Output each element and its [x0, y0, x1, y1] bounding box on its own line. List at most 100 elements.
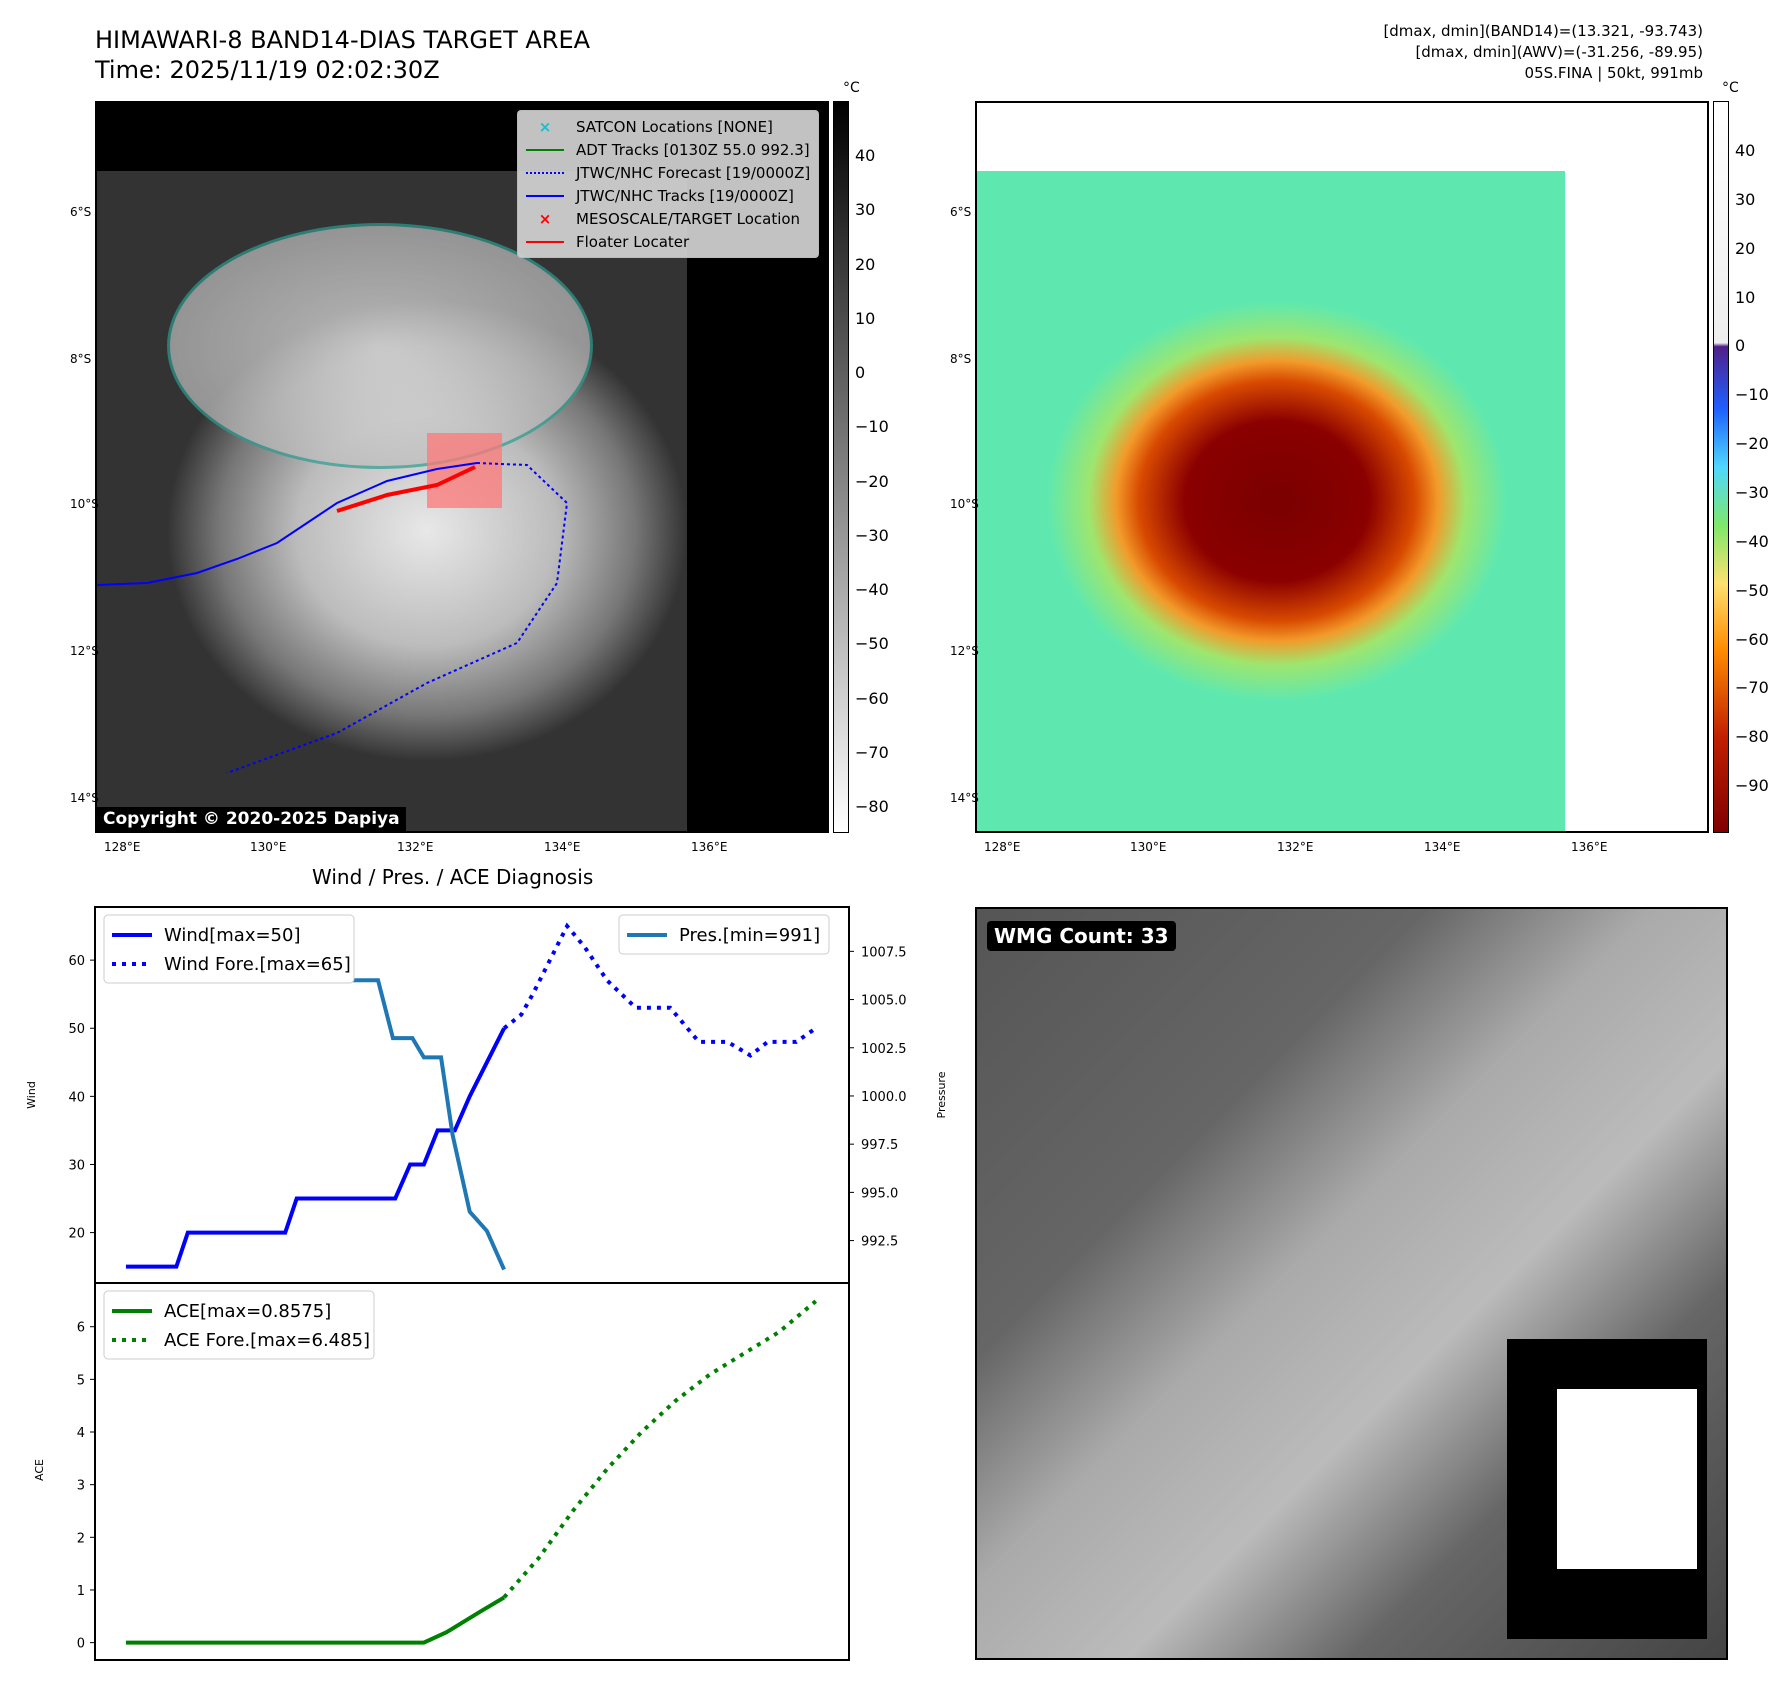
wind-y-tick-label: 40: [68, 1090, 85, 1105]
jtwc-track-line: [97, 462, 478, 586]
wind-line: [125, 1027, 506, 1269]
awv-imagery: [977, 171, 1565, 831]
left-cbar-tick: 30: [855, 200, 876, 220]
lat-tick: 14°S: [950, 791, 979, 805]
lat-tick: 14°S: [70, 791, 99, 805]
lon-tick: 128°E: [984, 840, 1021, 854]
left-cbar-tick: −80: [855, 797, 889, 816]
right-cbar-unit: °C: [1722, 80, 1739, 96]
right-cbar-tick: −60: [1735, 629, 1769, 649]
lat-tick: 10°S: [950, 497, 979, 511]
right-cbar-tick: 30: [1735, 189, 1756, 209]
pressure-y-tick-label: 1005.0: [861, 994, 907, 1009]
left-cbar-tick: 20: [855, 254, 876, 274]
copyright: Copyright © 2020-2025 Dapiya: [97, 807, 406, 831]
wind-legend: [103, 914, 355, 984]
pressure-y-tick-label: 997.5: [861, 1138, 898, 1153]
right-cbar-tick: −80: [1735, 727, 1769, 747]
ace-panel-frame: [94, 1282, 850, 1661]
lat-tick: 6°S: [950, 205, 972, 219]
ace-y-tick-label: 0: [77, 1637, 85, 1652]
right-cbar-tick: −30: [1735, 482, 1769, 502]
lon-tick: 128°E: [104, 840, 141, 854]
right-cbar-tick: −90: [1735, 776, 1769, 796]
right-cbar-tick: −40: [1735, 531, 1769, 551]
pressure-y-tick-label: 1002.5: [861, 1042, 907, 1057]
lat-tick: 8°S: [950, 352, 972, 366]
lon-tick: 130°E: [1130, 840, 1167, 854]
legend-satcon: × SATCON Locations [NONE]: [538, 117, 773, 136]
pressure-legend-label: Pres.[min=991]: [679, 925, 820, 946]
right-cbar-tick: 40: [1735, 141, 1756, 160]
wmg-panel: WMG Count: 33: [975, 907, 1728, 1660]
wmg-count: WMG Count: 33: [987, 921, 1176, 951]
lat-tick: 8°S: [70, 352, 92, 366]
wind-y-tick-label: 20: [68, 1227, 85, 1242]
lat-tick: 12°S: [950, 644, 979, 658]
ace-legend: [103, 1290, 375, 1360]
legend-floater: Floater Locater: [526, 230, 810, 253]
diagnosis-title: Wind / Pres. / ACE Diagnosis: [312, 865, 594, 889]
right-cbar-tick: −70: [1735, 678, 1769, 698]
lon-tick: 134°E: [1424, 840, 1461, 854]
pressure-legend: [618, 914, 830, 955]
right-colorbar: [1713, 101, 1729, 833]
pressure-y-tick-label: 995.0: [861, 1186, 898, 1201]
left-cbar-tick: −70: [855, 742, 889, 762]
pressure-y-tick-label: 1000.0: [861, 1090, 907, 1105]
info-band14: [dmax, dmin](BAND14)=(13.321, -93.743): [1383, 22, 1703, 40]
lat-tick: 12°S: [70, 644, 99, 658]
right-cbar-tick: 0: [1735, 336, 1746, 356]
right-cbar-tick: −20: [1735, 434, 1769, 454]
wind-y-tick-label: 50: [68, 1022, 85, 1037]
left-cbar-tick: 10: [855, 308, 876, 328]
cloud-contour: [167, 223, 593, 469]
legend-target: × MESOSCALE/TARGET Location: [538, 209, 801, 228]
figure-time: Time: 2025/11/19 02:02:30Z: [95, 56, 440, 84]
lon-tick: 130°E: [250, 840, 287, 854]
lon-tick: 132°E: [1277, 840, 1314, 854]
lon-tick: 132°E: [397, 840, 434, 854]
left-cbar-unit: °C: [843, 80, 860, 96]
left-cbar-tick: 40: [855, 146, 876, 165]
left-cbar-tick: 0: [855, 363, 866, 382]
info-awv: [dmax, dmin](AWV)=(-31.256, -89.95): [1415, 43, 1703, 61]
ace-y-tick-label: 6: [77, 1321, 85, 1336]
pressure-y-tick-label: 992.5: [861, 1235, 898, 1250]
left-cbar-tick: −20: [855, 471, 889, 491]
info-storm: 05S.FINA | 50kt, 991mb: [1524, 64, 1703, 82]
ace-y-tick-label: 1: [77, 1584, 85, 1599]
left-cbar-tick: −10: [855, 417, 889, 437]
figure-title: HIMAWARI-8 BAND14-DIAS TARGET AREA: [95, 26, 591, 54]
right-cbar-tick: 20: [1735, 238, 1756, 258]
right-cbar-tick: 10: [1735, 287, 1756, 307]
left-colorbar: [833, 101, 849, 833]
lat-tick: 10°S: [70, 497, 99, 511]
ace-y-tick-label: 2: [77, 1531, 85, 1546]
wind-axis-label: Wind: [25, 1081, 38, 1109]
legend-adt: ADT Tracks [0130Z 55.0 992.3]: [526, 138, 810, 161]
wind-y-tick-label: 60: [68, 954, 85, 969]
ace-line: [125, 1595, 506, 1645]
map-legend: × SATCON Locations [NONE] ADT Tracks [013…: [517, 110, 820, 258]
ace-axis-label: ACE: [33, 1459, 46, 1481]
lon-tick: 136°E: [1571, 840, 1608, 854]
wmg-white-region: [1557, 1389, 1697, 1569]
wind-legend-label: Wind[max=50]: [164, 925, 301, 946]
left-cbar-tick: −60: [855, 688, 889, 708]
ace-y-tick-label: 4: [77, 1426, 85, 1441]
pressure-y-tick-label: 1007.5: [861, 945, 907, 960]
ace-y-tick-label: 5: [77, 1373, 85, 1388]
legend-tracks: JTWC/NHC Tracks [19/0000Z]: [526, 184, 810, 207]
left-cbar-tick: −40: [855, 580, 889, 599]
lon-tick: 134°E: [544, 840, 581, 854]
lon-tick: 136°E: [691, 840, 728, 854]
lat-tick: 6°S: [70, 205, 92, 219]
ace-forecast-line: [502, 1299, 818, 1599]
ace-y-tick-label: 3: [77, 1479, 85, 1494]
pressure-axis-label: Pressure: [935, 1071, 948, 1118]
right-cbar-tick: −10: [1735, 385, 1769, 405]
left-cbar-tick: −30: [855, 525, 889, 545]
